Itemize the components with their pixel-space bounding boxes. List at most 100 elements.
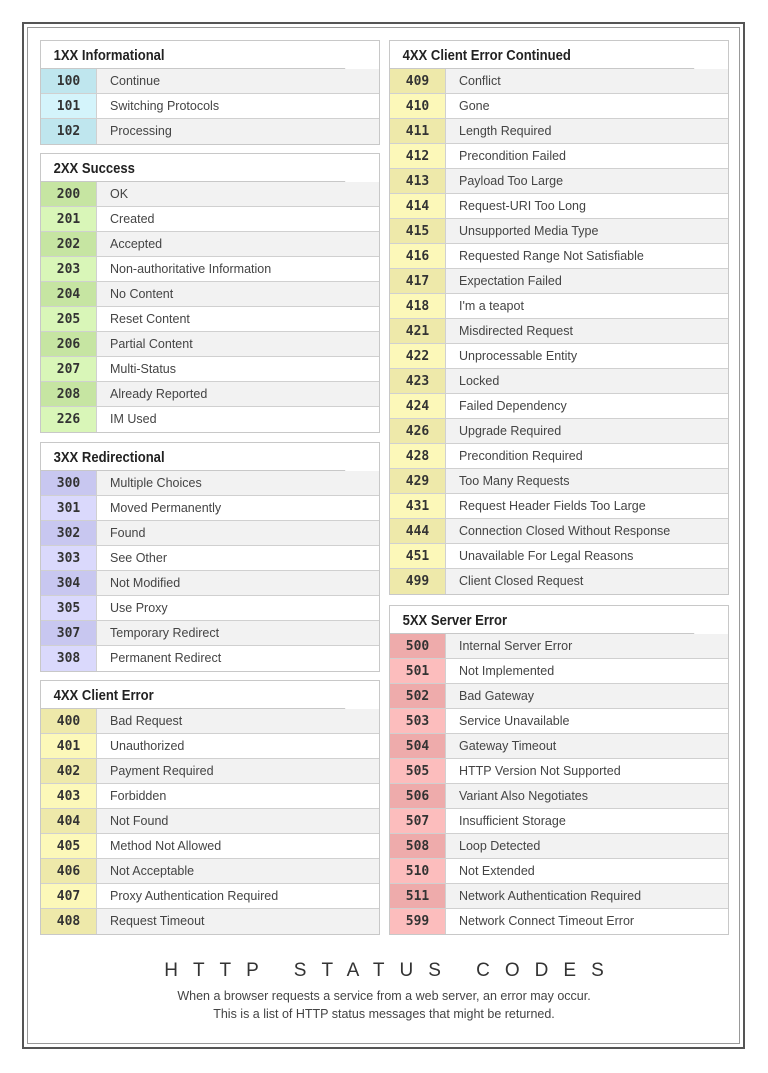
status-row: 428 Precondition Required	[390, 444, 728, 469]
status-description: Partial Content	[97, 332, 379, 356]
footer-title: HTTP STATUS CODES	[164, 960, 619, 981]
status-row: 204 No Content	[41, 282, 379, 307]
status-description: Already Reported	[97, 382, 379, 406]
status-code: 428	[390, 444, 446, 468]
status-row: 424 Failed Dependency	[390, 394, 728, 419]
status-code: 499	[390, 569, 446, 594]
status-description: Not Implemented	[446, 659, 728, 683]
status-description: Variant Also Negotiates	[446, 784, 728, 808]
status-description: Bad Request	[97, 709, 379, 733]
status-row: 404 Not Found	[41, 809, 379, 834]
status-row: 408 Request Timeout	[41, 909, 379, 934]
status-code: 416	[390, 244, 446, 268]
status-row: 201 Created	[41, 207, 379, 232]
status-code: 413	[390, 169, 446, 193]
status-code: 406	[41, 859, 97, 883]
section-4xx-client-error-continued: 4XX Client Error Continued 409 Conflict 410…	[389, 40, 729, 595]
status-description: Not Acceptable	[97, 859, 379, 883]
status-description: Internal Server Error	[446, 634, 728, 658]
status-code: 451	[390, 544, 446, 568]
status-code: 410	[390, 94, 446, 118]
section-title: 2XX Success	[41, 154, 346, 182]
status-row: 202 Accepted	[41, 232, 379, 257]
status-code: 503	[390, 709, 446, 733]
status-description: Request-URI Too Long	[446, 194, 728, 218]
status-row: 444 Connection Closed Without Response	[390, 519, 728, 544]
status-code: 412	[390, 144, 446, 168]
status-description: Unsupported Media Type	[446, 219, 728, 243]
section-4xx-client-error: 4XX Client Error 400 Bad Request 401 Unautho…	[40, 680, 380, 935]
status-description: Unavailable For Legal Reasons	[446, 544, 728, 568]
status-description: Forbidden	[97, 784, 379, 808]
status-row: 205 Reset Content	[41, 307, 379, 332]
status-row: 409 Conflict	[390, 69, 728, 94]
status-code: 422	[390, 344, 446, 368]
status-code: 403	[41, 784, 97, 808]
status-code: 206	[41, 332, 97, 356]
status-code: 102	[41, 119, 97, 144]
section-2xx-success: 2XX Success 200 OK 201 Created 202 Accepted 203…	[40, 153, 380, 433]
status-description: Service Unavailable	[446, 709, 728, 733]
status-code: 201	[41, 207, 97, 231]
status-row: 511 Network Authentication Required	[390, 884, 728, 909]
outer-border	[22, 22, 745, 1049]
status-row: 208 Already Reported	[41, 382, 379, 407]
status-row: 403 Forbidden	[41, 784, 379, 809]
status-description: HTTP Version Not Supported	[446, 759, 728, 783]
status-description: Permanent Redirect	[97, 646, 379, 671]
status-description: Moved Permanently	[97, 496, 379, 520]
status-code: 407	[41, 884, 97, 908]
status-code: 207	[41, 357, 97, 381]
status-code: 208	[41, 382, 97, 406]
section-1xx-informational: 1XX Informational 100 Continue 101 Switching…	[40, 40, 380, 145]
status-row: 412 Precondition Failed	[390, 144, 728, 169]
status-description: Unprocessable Entity	[446, 344, 728, 368]
status-description: Gateway Timeout	[446, 734, 728, 758]
status-description: Multiple Choices	[97, 471, 379, 495]
status-code: 431	[390, 494, 446, 518]
status-code: 401	[41, 734, 97, 758]
status-row: 100 Continue	[41, 69, 379, 94]
status-description: Payment Required	[97, 759, 379, 783]
status-row: 499 Client Closed Request	[390, 569, 728, 594]
status-description: Misdirected Request	[446, 319, 728, 343]
status-row: 401 Unauthorized	[41, 734, 379, 759]
status-description: Not Found	[97, 809, 379, 833]
status-description: Found	[97, 521, 379, 545]
status-description: Precondition Failed	[446, 144, 728, 168]
status-row: 102 Processing	[41, 119, 379, 144]
status-description: Requested Range Not Satisfiable	[446, 244, 728, 268]
status-row: 200 OK	[41, 182, 379, 207]
status-description: Temporary Redirect	[97, 621, 379, 645]
status-code: 404	[41, 809, 97, 833]
status-code: 507	[390, 809, 446, 833]
status-code: 508	[390, 834, 446, 858]
status-row: 305 Use Proxy	[41, 596, 379, 621]
status-row: 406 Not Acceptable	[41, 859, 379, 884]
status-code: 506	[390, 784, 446, 808]
status-row: 302 Found	[41, 521, 379, 546]
status-row: 506 Variant Also Negotiates	[390, 784, 728, 809]
status-description: Created	[97, 207, 379, 231]
status-code: 414	[390, 194, 446, 218]
status-row: 504 Gateway Timeout	[390, 734, 728, 759]
status-code: 500	[390, 634, 446, 658]
status-description: Upgrade Required	[446, 419, 728, 443]
status-code: 226	[41, 407, 97, 432]
status-code: 101	[41, 94, 97, 118]
status-row: 413 Payload Too Large	[390, 169, 728, 194]
status-code: 302	[41, 521, 97, 545]
status-code: 200	[41, 182, 97, 206]
status-code: 203	[41, 257, 97, 281]
status-row: 226 IM Used	[41, 407, 379, 432]
status-row: 307 Temporary Redirect	[41, 621, 379, 646]
status-row: 599 Network Connect Timeout Error	[390, 909, 728, 934]
status-description: Gone	[446, 94, 728, 118]
status-code: 424	[390, 394, 446, 418]
status-row: 500 Internal Server Error	[390, 634, 728, 659]
status-row: 422 Unprocessable Entity	[390, 344, 728, 369]
status-row: 400 Bad Request	[41, 709, 379, 734]
status-description: Insufficient Storage	[446, 809, 728, 833]
status-code: 305	[41, 596, 97, 620]
status-code: 510	[390, 859, 446, 883]
